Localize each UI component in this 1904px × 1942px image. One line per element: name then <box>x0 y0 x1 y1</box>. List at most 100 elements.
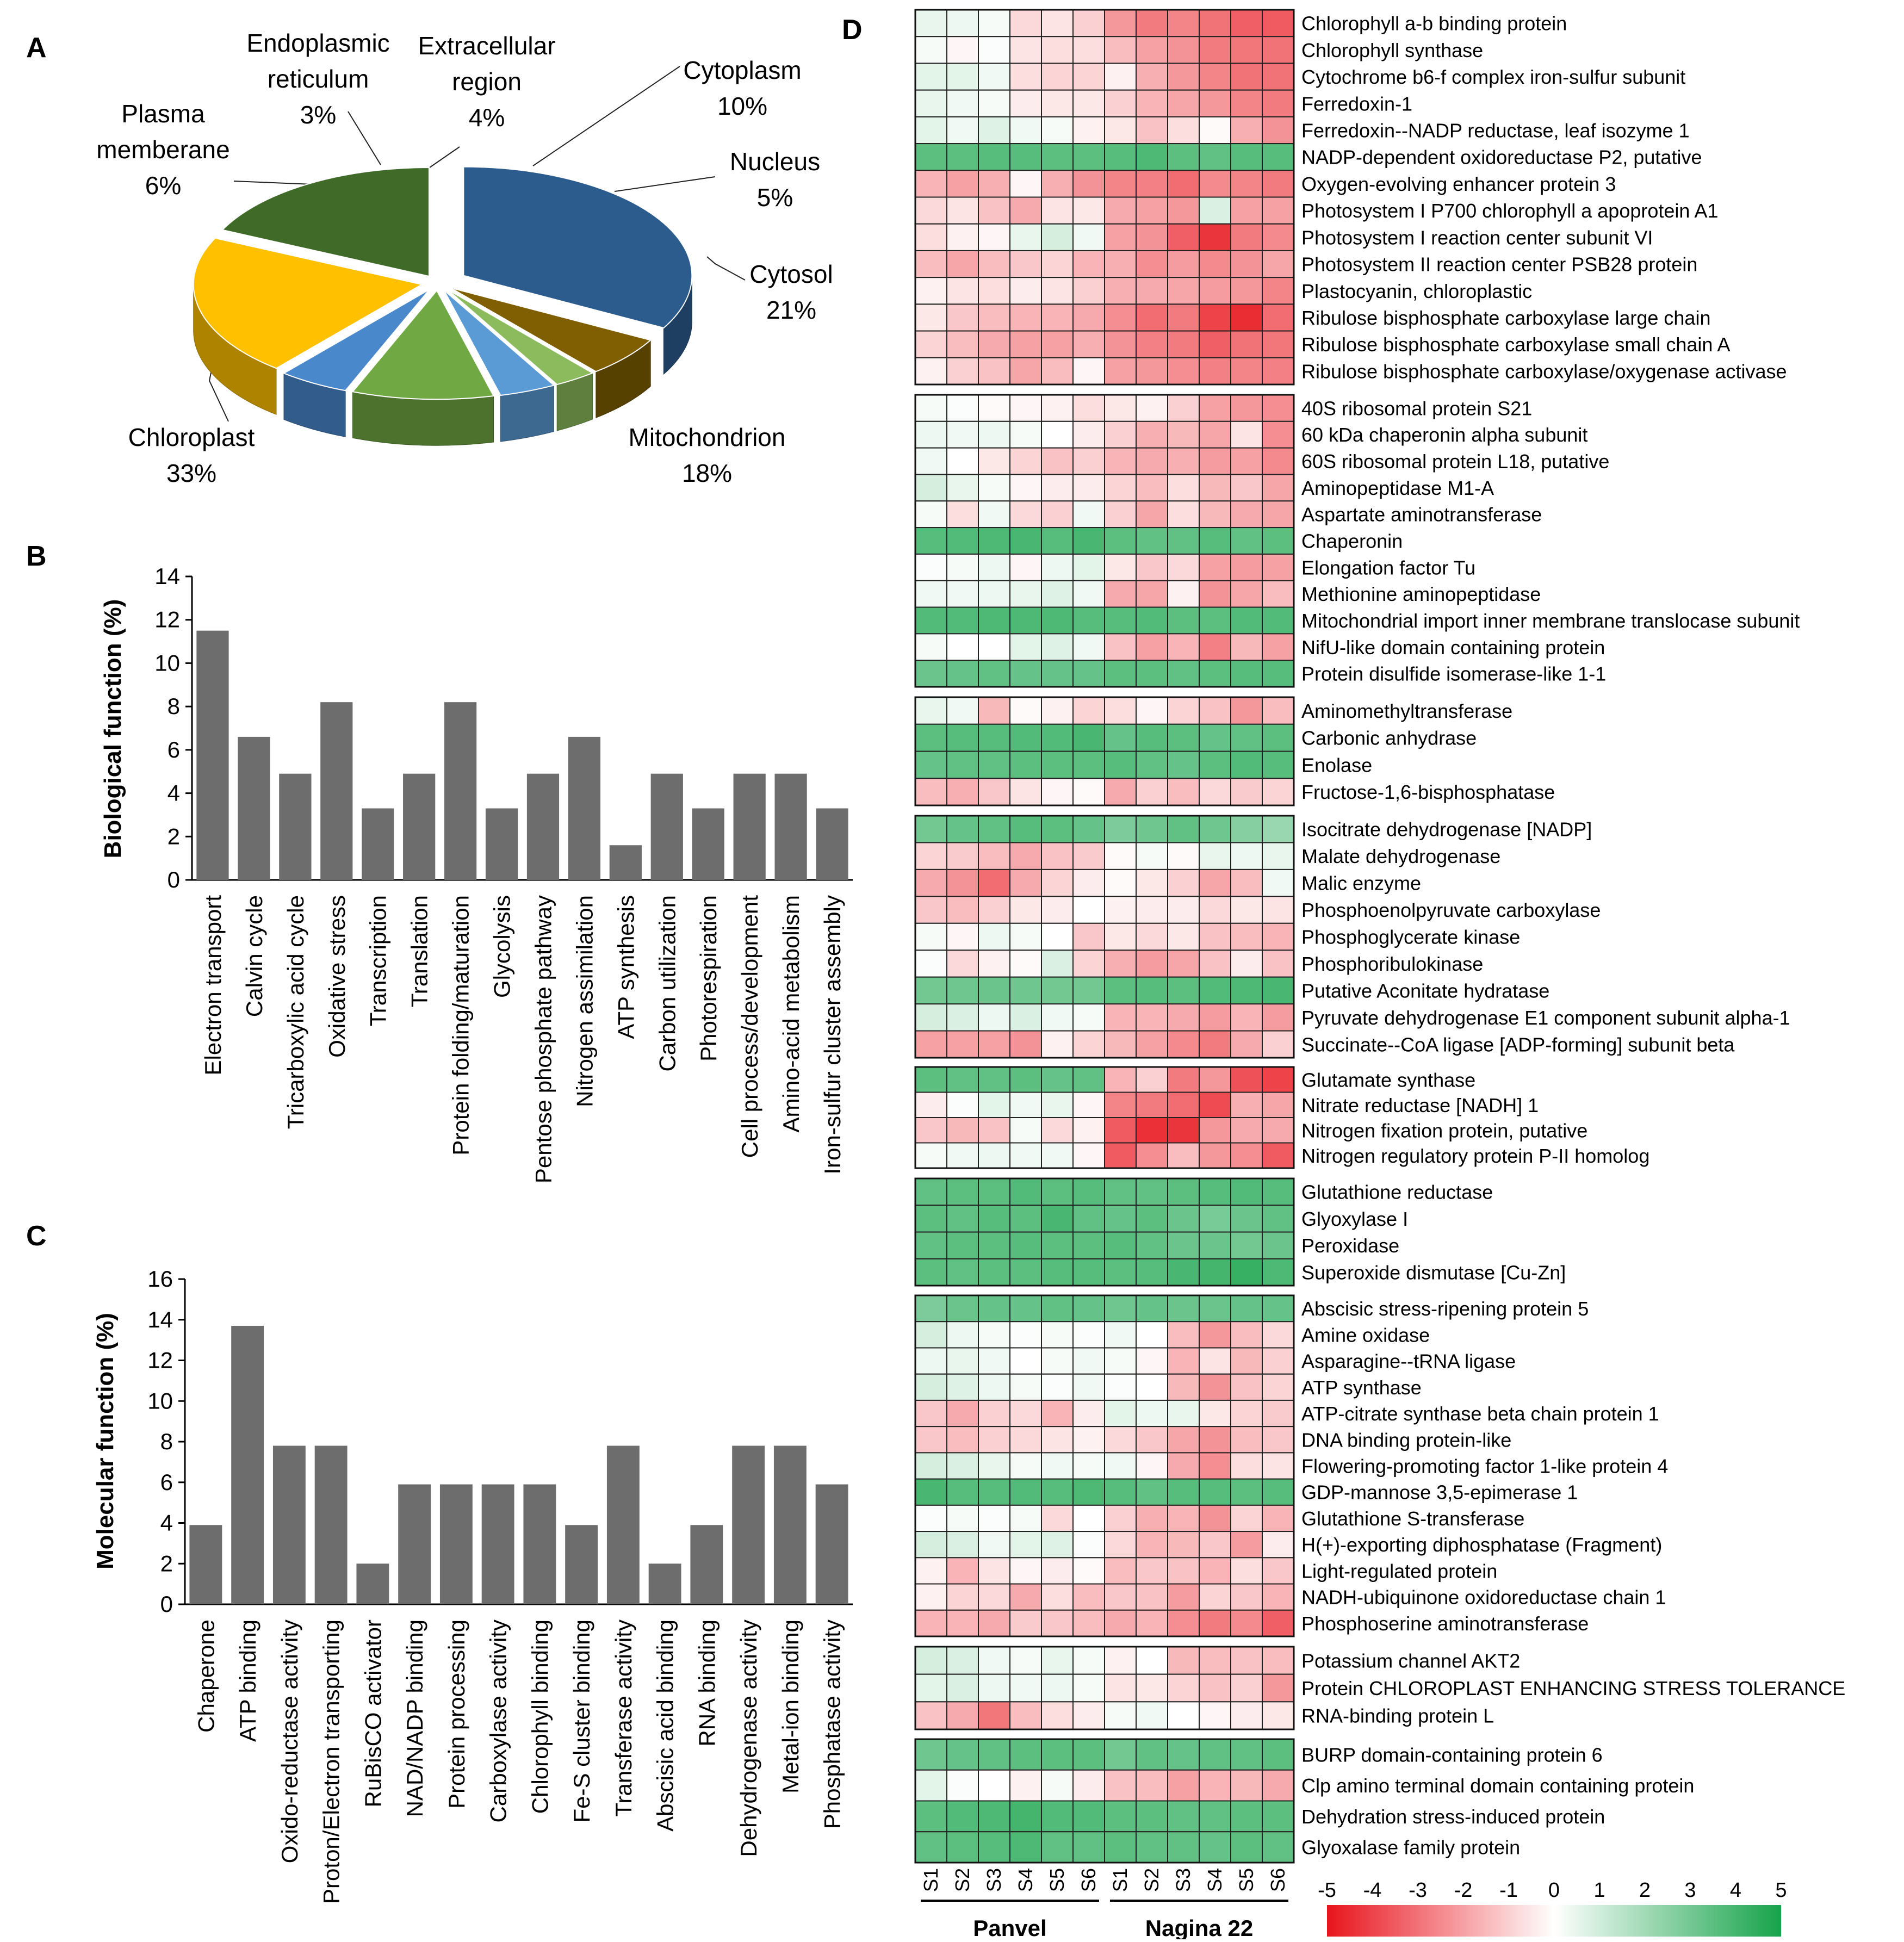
heatmap-row-label: Peroxidase <box>1301 1234 1399 1257</box>
color-scale-bar <box>1327 1905 1781 1937</box>
color-scale-tick-label: -1 <box>1499 1879 1518 1902</box>
heatmap-cell <box>1167 1373 1200 1401</box>
heatmap-cell <box>1072 170 1105 198</box>
heatmap-cell <box>1262 723 1294 752</box>
y-axis-title: Biological function (%) <box>100 599 126 859</box>
heatmap-cell <box>1041 474 1074 502</box>
heatmap-row-label: Chlorophyll a-b binding protein <box>1301 13 1567 35</box>
heatmap-cell <box>1136 950 1168 978</box>
heatmap-cell <box>1262 420 1294 449</box>
heatmap-cell <box>1199 1609 1231 1637</box>
heatmap-cell <box>1230 1557 1263 1585</box>
heatmap-cell <box>1009 394 1042 422</box>
bar <box>568 736 601 880</box>
heatmap-cell <box>1072 1504 1105 1532</box>
heatmap-cell <box>1167 143 1200 171</box>
heatmap-cell <box>1230 500 1263 529</box>
heatmap-cell <box>915 580 947 608</box>
bar <box>565 1525 598 1604</box>
heatmap-cell <box>1041 1030 1074 1058</box>
heatmap-cell <box>1072 1583 1105 1611</box>
heatmap-cell <box>1262 1478 1294 1506</box>
heatmap-row-label: Plastocyanin, chloroplastic <box>1301 280 1532 302</box>
heatmap-cell <box>1009 1583 1042 1611</box>
heatmap-cell <box>1230 1030 1263 1058</box>
heatmap-cell <box>978 1321 1010 1349</box>
heatmap-block: Glutamate synthase Nitrate reductase [NAD… <box>914 1066 1649 1169</box>
heatmap-cell <box>978 1030 1010 1058</box>
heatmap-column-label: S1 <box>920 1868 942 1892</box>
heatmap-cell <box>1104 1373 1137 1401</box>
heatmap-cell <box>1041 580 1074 608</box>
heatmap-cell <box>915 1373 947 1401</box>
heatmap-column-label: S6 <box>1077 1868 1100 1892</box>
heatmap-cell <box>1041 277 1074 305</box>
heatmap-cell <box>1072 1739 1105 1771</box>
heatmap-cell <box>1262 750 1294 779</box>
heatmap-cell <box>1041 868 1074 897</box>
heatmap-cell <box>1199 474 1231 502</box>
heatmap-cell <box>946 606 979 635</box>
heatmap-cell <box>1262 357 1294 385</box>
heatmap-cell <box>1230 1066 1263 1093</box>
pie-slice-side <box>352 391 494 446</box>
heatmap-cell <box>915 1178 947 1206</box>
heatmap-cell <box>1104 447 1137 475</box>
heatmap-cell <box>1167 950 1200 978</box>
heatmap-block-border <box>914 1066 1295 1169</box>
heatmap-row-label: Cytochrome b6-f complex iron-sulfur subu… <box>1301 66 1685 88</box>
heatmap-cell <box>915 1142 947 1169</box>
heatmap-cell <box>946 143 979 171</box>
heatmap-cell <box>915 1646 947 1675</box>
heatmap-cell <box>978 1205 1010 1233</box>
heatmap-row-label: Abscisic stress-ripening protein 5 <box>1301 1298 1589 1320</box>
heatmap-column-label: S5 <box>1046 1868 1068 1892</box>
heatmap-cell <box>946 660 979 687</box>
heatmap-cell <box>1199 1646 1231 1675</box>
heatmap-cell <box>1167 500 1200 529</box>
heatmap-cell <box>978 303 1010 332</box>
heatmap-cell <box>1199 1769 1231 1802</box>
y-tick-label: 16 <box>147 1266 173 1292</box>
heatmap-cell <box>1262 1347 1294 1375</box>
heatmap-cell <box>1009 36 1042 64</box>
heatmap-cell <box>1230 1231 1263 1259</box>
heatmap-row-label: 60 kDa chaperonin alpha subunit <box>1301 424 1587 446</box>
heatmap-cell <box>1009 633 1042 661</box>
heatmap-row-label: Aspartate aminotransferase <box>1301 504 1542 526</box>
heatmap-cell <box>1199 1452 1231 1480</box>
heatmap-cell <box>1167 1583 1200 1611</box>
color-scale-tick-label: 4 <box>1730 1879 1741 1902</box>
heatmap-cell <box>978 527 1010 555</box>
heatmap-cell <box>1136 976 1168 1005</box>
x-category-label: Metal-ion binding <box>778 1620 803 1794</box>
heatmap-cell <box>1262 330 1294 358</box>
heatmap-cell <box>1167 1478 1200 1506</box>
heatmap-cell <box>1009 1321 1042 1349</box>
heatmap-cell <box>1104 330 1137 358</box>
heatmap-cell <box>1167 1117 1200 1144</box>
heatmap-cell <box>1230 697 1263 725</box>
heatmap-cell <box>946 815 979 843</box>
heatmap-row-label: Mitochondrial import inner membrane tran… <box>1301 610 1800 632</box>
heatmap-row-label: BURP domain-containing protein 6 <box>1301 1744 1603 1766</box>
x-category-label: Amino-acid metabolism <box>778 895 804 1133</box>
x-category-label: Carbon utilization <box>654 895 680 1072</box>
heatmap-cell <box>1104 1557 1137 1585</box>
heatmap-cell <box>1104 420 1137 449</box>
heatmap-cell <box>1167 1557 1200 1585</box>
pie-slice-label-line: Cytosol <box>749 260 833 288</box>
heatmap-block: Potassium channel AKT2 Protein CHLOROPLAS… <box>914 1646 1845 1730</box>
heatmap-cell <box>978 922 1010 951</box>
heatmap-cell <box>1199 778 1231 806</box>
heatmap-cell <box>946 1557 979 1585</box>
heatmap-cell <box>915 447 947 475</box>
pie-slice <box>450 287 652 373</box>
heatmap-cell <box>1009 1673 1042 1703</box>
bar <box>816 808 848 880</box>
pie-slice-group <box>221 166 430 277</box>
heatmap-cell <box>1262 1003 1294 1032</box>
heatmap-row-label: Methionine aminopeptidase <box>1301 583 1541 605</box>
heatmap-cell <box>1136 36 1168 64</box>
